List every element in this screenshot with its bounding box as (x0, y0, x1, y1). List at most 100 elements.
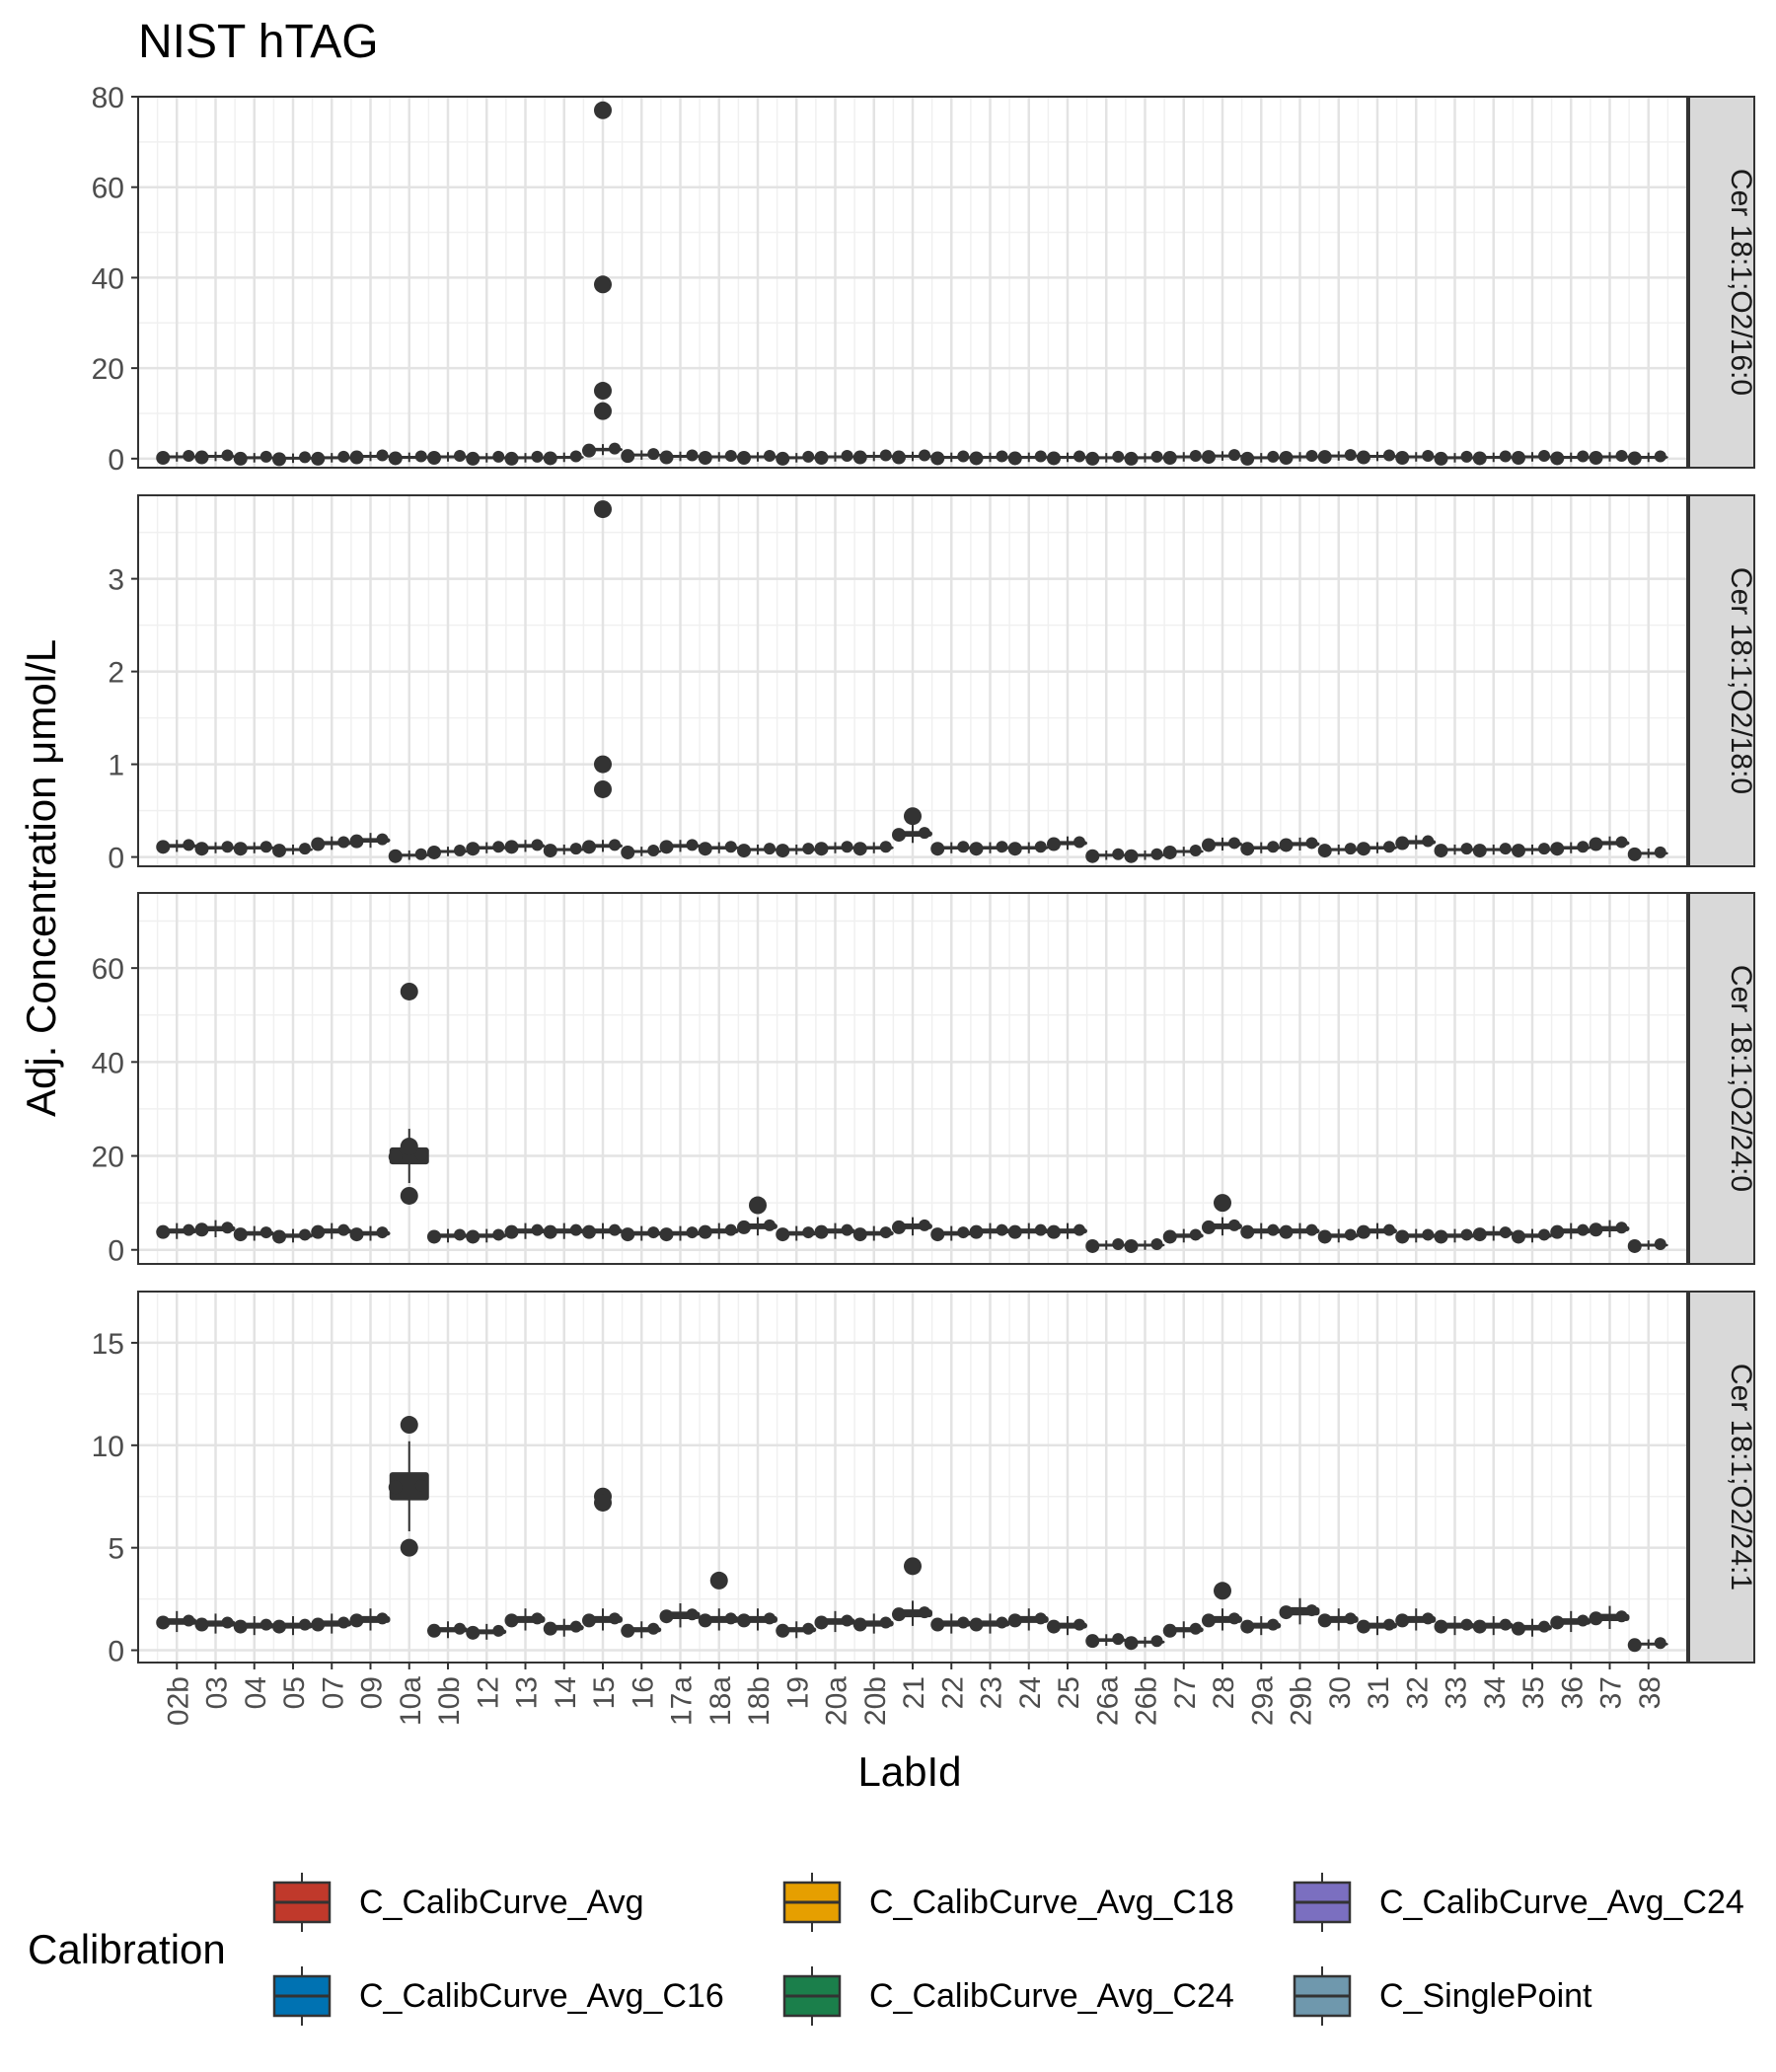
data-point (492, 1624, 505, 1637)
data-point (1073, 1223, 1085, 1236)
data-point (1047, 451, 1061, 466)
data-point (737, 844, 751, 858)
data-point (299, 1228, 311, 1241)
facet-strip (1688, 494, 1755, 867)
y-tick-label: 10 (92, 1431, 124, 1463)
outlier-point (400, 1416, 418, 1435)
data-point (1357, 842, 1370, 856)
data-point (427, 450, 441, 465)
data-point (1034, 1223, 1047, 1236)
data-point (1034, 450, 1047, 463)
data-point (1305, 449, 1318, 462)
data-point (1344, 843, 1357, 855)
x-tick-label: 22 (936, 1676, 969, 1709)
data-point (852, 1227, 867, 1242)
x-tick-label: 37 (1595, 1676, 1628, 1709)
data-point (1162, 1623, 1177, 1638)
data-point (1434, 451, 1448, 466)
data-point (1112, 848, 1125, 860)
facet-strip (1688, 96, 1755, 469)
data-point (919, 1606, 930, 1619)
data-point (388, 1149, 403, 1164)
data-point (1512, 1229, 1525, 1244)
data-point (1073, 450, 1085, 463)
facet-panels: 0 20 40 60 80 Cer 18:1;O2/16:0 0 1 2 3 Cer 18:1;O2… (92, 82, 1757, 1668)
data-point (996, 450, 1008, 463)
data-point (183, 839, 195, 851)
outlier-point (594, 755, 612, 774)
data-point (569, 843, 582, 855)
data-point (879, 1616, 892, 1629)
x-tick-label: 38 (1634, 1676, 1666, 1709)
data-point (259, 1226, 272, 1239)
data-point (892, 828, 906, 843)
data-point (388, 451, 403, 466)
data-point (841, 1223, 853, 1236)
data-point (1007, 842, 1022, 856)
facet-panel: 0 5 10 15 Cer 18:1;O2/24:1 (92, 1291, 1757, 1668)
legend-key (272, 1966, 332, 2026)
data-point (1124, 1636, 1139, 1651)
data-point (1589, 1222, 1603, 1237)
data-point (1279, 1605, 1294, 1620)
data-point (299, 451, 311, 464)
x-tick-label: 24 (1014, 1676, 1047, 1709)
data-point (1499, 1618, 1512, 1631)
data-point (919, 449, 930, 462)
data-point (724, 1612, 737, 1625)
data-point (1422, 1228, 1435, 1241)
data-point (686, 449, 699, 462)
data-point (1472, 844, 1487, 858)
outlier-point (400, 982, 418, 1000)
x-tick-label: 25 (1053, 1676, 1085, 1709)
outlier-point (709, 1571, 728, 1590)
y-tick-label: 5 (108, 1533, 124, 1566)
data-point (1189, 1622, 1202, 1635)
data-point (1034, 1612, 1047, 1625)
data-point (1460, 843, 1473, 855)
data-point (1654, 1237, 1666, 1250)
data-point (841, 1614, 853, 1627)
data-point (852, 450, 867, 465)
data-point (1589, 450, 1603, 465)
y-tick-label: 60 (92, 953, 124, 986)
data-point (698, 842, 712, 856)
data-point (582, 840, 596, 854)
data-point (543, 1224, 557, 1239)
data-point (1627, 451, 1642, 466)
facet-panel: 0 1 2 3 Cer 18:1;O2/18:0 (108, 494, 1757, 875)
facet-panel: 0 20 40 60 80 Cer 18:1;O2/16:0 (92, 82, 1757, 477)
data-point (776, 844, 790, 858)
x-tick-label: 03 (201, 1676, 234, 1709)
data-point (156, 1224, 171, 1239)
facet-strip (1688, 892, 1755, 1265)
data-point (1499, 1226, 1512, 1239)
data-point (659, 1227, 674, 1242)
data-point (466, 451, 481, 466)
data-point (1047, 1619, 1061, 1634)
legend-entry-label: C_CalibCurve_Avg_C24 (1379, 1884, 1744, 1921)
x-tick-label: 28 (1208, 1676, 1240, 1709)
x-tick-label: 21 (898, 1676, 930, 1709)
data-point (1383, 841, 1395, 853)
data-point (776, 1227, 790, 1242)
x-tick-label: 34 (1479, 1676, 1512, 1709)
data-point (1615, 836, 1628, 849)
data-point (466, 1625, 481, 1640)
data-point (724, 449, 737, 462)
data-point (1615, 449, 1628, 462)
legend-entry-label: C_CalibCurve_Avg_C18 (869, 1884, 1234, 1921)
data-point (1615, 1610, 1628, 1623)
data-point (686, 1608, 699, 1621)
data-point (388, 849, 403, 863)
data-point (1267, 450, 1280, 463)
data-point (647, 844, 660, 856)
data-point (892, 1607, 906, 1622)
data-point (879, 841, 892, 853)
data-point (1240, 451, 1255, 466)
data-point (686, 1226, 699, 1239)
x-axis-label: LabId (857, 1748, 961, 1795)
data-point (1538, 449, 1550, 462)
data-point (543, 1621, 557, 1636)
data-point (930, 1617, 945, 1632)
